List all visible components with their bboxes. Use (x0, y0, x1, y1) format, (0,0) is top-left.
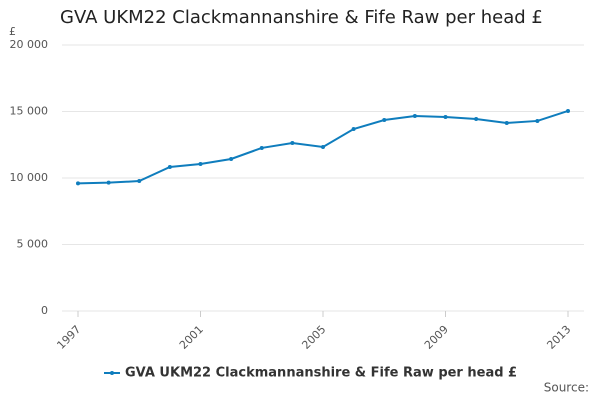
point (443, 114, 448, 119)
point (535, 118, 540, 123)
point (76, 181, 80, 186)
point (198, 162, 203, 167)
point (167, 164, 172, 169)
point (382, 118, 387, 123)
x-tick-label: 1997 (54, 323, 83, 352)
point (351, 127, 356, 132)
point (290, 141, 295, 146)
point (229, 156, 234, 161)
x-tick-label: 2009 (422, 323, 451, 352)
x-tick-label: 2001 (177, 323, 206, 352)
legend-swatch-dot (110, 371, 114, 375)
point (137, 179, 142, 184)
y-tick-label: 10 000 (10, 171, 49, 184)
point (504, 120, 509, 125)
point (412, 114, 417, 119)
y-axis-label: £ (9, 25, 16, 38)
chart-title: GVA UKM22 Clackmannanshire & Fife Raw pe… (60, 7, 543, 28)
point (474, 116, 479, 121)
legend-label: GVA UKM22 Clackmannanshire & Fife Raw pe… (125, 366, 517, 381)
y-tick-label: 5 000 (17, 238, 49, 251)
point (259, 145, 264, 150)
source: Source: (544, 381, 589, 395)
x-tick-label: 2005 (299, 323, 328, 352)
y-tick-label: 20 000 (10, 38, 49, 51)
y-tick-label: 0 (41, 304, 48, 317)
x-tick-label: 2013 (544, 323, 573, 352)
point (566, 108, 570, 113)
point (106, 180, 111, 185)
point (321, 145, 325, 150)
y-tick-label: 15 000 (10, 105, 49, 118)
